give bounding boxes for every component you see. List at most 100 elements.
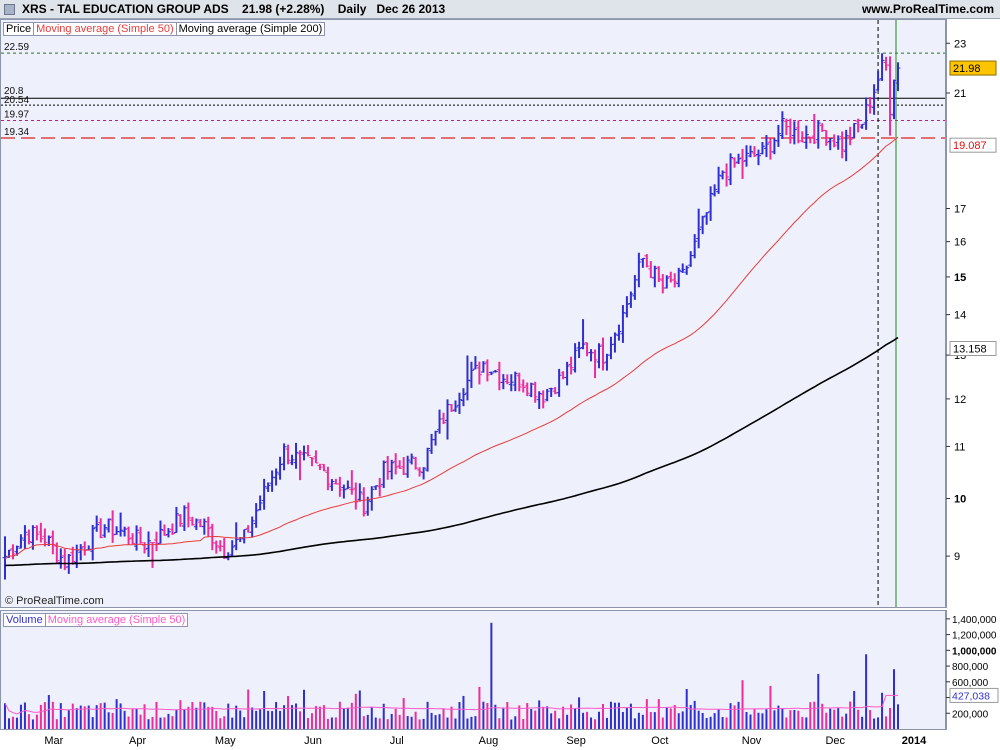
ohlc-bar <box>165 528 171 538</box>
volume-bar <box>773 710 776 729</box>
price-pane[interactable]: 22.59 20.8 20.54 19.97 19.34 Price Moving ave… <box>0 19 946 608</box>
volume-bar <box>749 714 752 729</box>
ohlc-bar <box>556 368 562 397</box>
last-price-label-box <box>949 60 997 76</box>
ohlc-bar <box>803 125 809 149</box>
ohlc-bar <box>185 502 191 528</box>
ohlc-bar <box>249 516 255 538</box>
ohlc-bar <box>851 123 857 139</box>
volume-bar <box>741 680 744 729</box>
volume-ma-line <box>4 694 898 715</box>
ohlc-bar <box>576 341 582 359</box>
volume-bar <box>669 708 672 729</box>
ohlc-bar <box>409 453 415 465</box>
volume-bar <box>310 713 313 729</box>
volume-bar <box>582 712 585 729</box>
ohlc-bar <box>891 79 897 120</box>
volume-pane[interactable]: Volume Moving average (Simple 50) <box>0 610 946 730</box>
volume-bar <box>51 701 54 729</box>
volume-bar <box>446 717 449 729</box>
ohlc-bar <box>98 518 104 539</box>
y-tick-label: 21 <box>954 88 966 100</box>
volume-bar <box>745 712 748 729</box>
legend-volume[interactable]: Volume <box>3 613 46 627</box>
ohlc-bar <box>855 118 861 133</box>
volume-bar <box>410 716 413 729</box>
volume-bar <box>625 707 628 729</box>
date-axis: Mar Apr May Jun Jul Aug Sep Oct Nov Dec 2014 <box>44 735 927 747</box>
price-chart[interactable]: 22.59 20.820.54 19.97 19.34 <box>1 20 945 607</box>
ohlc-bar <box>233 522 239 551</box>
volume-bar <box>458 702 461 729</box>
ohlc-bar <box>157 520 163 544</box>
hline-label: 22.59 <box>4 42 29 53</box>
volume-bar <box>594 719 597 729</box>
legend-vol-ma[interactable]: Moving average (Simple 50) <box>44 613 189 627</box>
volume-bar <box>195 707 198 729</box>
volume-bar <box>861 716 864 729</box>
volume-bar <box>478 686 481 729</box>
ohlc-bar <box>580 319 586 350</box>
volume-bar <box>187 706 190 729</box>
ohlc-bar <box>887 56 893 136</box>
ohlc-bar <box>744 145 750 167</box>
ohlc-bar <box>261 478 267 510</box>
vol-ma-value-label: 427,038 <box>952 690 990 702</box>
ohlc-bar <box>736 153 742 164</box>
volume-bar <box>733 705 736 729</box>
ohlc-bar <box>102 524 108 538</box>
volume-bar <box>143 704 146 729</box>
ohlc-bar <box>564 361 570 386</box>
price-axis[interactable]: 9 10 11 12 13 14 15 16 17 21 23 21.98 19.087 13.158 <box>946 19 1000 608</box>
ohlc-bar <box>353 482 359 510</box>
volume-bar <box>398 714 401 729</box>
ohlc-bar <box>281 443 287 471</box>
ohlc-bar <box>26 529 32 545</box>
volume-bar <box>111 712 114 729</box>
ohlc-bar <box>373 485 379 490</box>
volume-bar <box>271 711 274 729</box>
ohlc-bar <box>867 97 873 114</box>
volume-bar <box>55 719 58 729</box>
legend-price[interactable]: Price <box>3 22 35 36</box>
x-tick-label: May <box>215 735 236 747</box>
volume-bar <box>725 717 728 729</box>
volume-bar <box>386 719 389 729</box>
volume-bar <box>809 702 812 729</box>
ohlc-bar <box>688 251 694 267</box>
ohlc-bar <box>82 541 88 556</box>
volume-bar <box>845 713 848 729</box>
ohlc-bar <box>664 275 670 289</box>
volume-bar <box>665 707 668 729</box>
ohlc-bar <box>106 518 112 533</box>
ohlc-bar <box>150 542 156 568</box>
ohlc-bar <box>277 456 283 480</box>
legend-ma50[interactable]: Moving average (Simple 50) <box>33 22 177 36</box>
volume-bar <box>757 712 760 729</box>
volume-bar <box>402 698 405 729</box>
volume-bar <box>470 716 473 729</box>
last-price-label: 21.98 <box>953 63 981 75</box>
volume-axis[interactable]: 1,400,000 1,200,000 1,000,000 800,000 600,00… <box>946 610 1000 730</box>
volume-bar <box>737 701 740 729</box>
volume-bar <box>235 705 238 729</box>
ohlc-bar <box>425 447 431 472</box>
ma200-value-label-box <box>949 341 997 357</box>
volume-bar <box>542 706 545 729</box>
ohlc-bar <box>289 454 295 466</box>
volume-bar <box>191 702 194 729</box>
y-tick-label: 10 <box>954 494 966 506</box>
volume-bar <box>346 707 349 729</box>
volume-bar <box>259 709 262 729</box>
ohlc-bar <box>600 337 606 371</box>
volume-bar <box>721 717 724 729</box>
volume-bar <box>693 700 696 729</box>
volume-bar <box>390 713 393 729</box>
volume-bar <box>873 718 876 729</box>
instrument-title: XRS - TAL EDUCATION GROUP ADS <box>22 2 229 16</box>
volume-chart[interactable] <box>1 611 945 729</box>
volume-bar <box>677 713 680 729</box>
volume-bar <box>155 701 158 729</box>
legend-ma200[interactable]: Moving average (Simple 200) <box>175 22 326 36</box>
ohlc-bar <box>616 324 622 341</box>
